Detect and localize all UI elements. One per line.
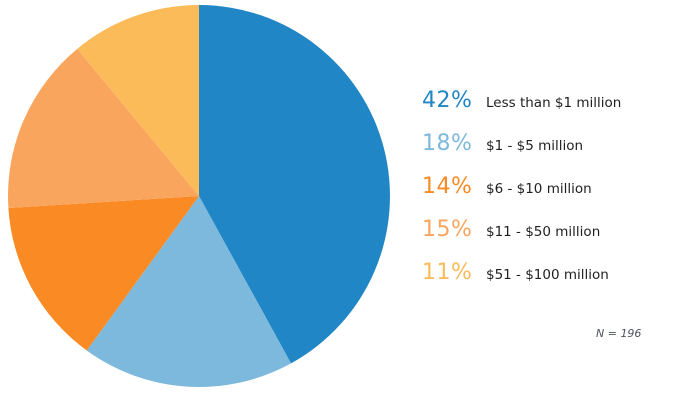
legend-item: 15% $11 - $50 million [422, 217, 672, 243]
legend-label: $11 - $50 million [486, 224, 601, 240]
pie-slice-1 [86, 196, 292, 387]
legend: 42% Less than $1 million 18% $1 - $5 mil… [422, 88, 672, 303]
legend-percent: 14% [422, 174, 473, 199]
legend-label: Less than $1 million [486, 95, 622, 111]
legend-percent: 11% [422, 260, 473, 285]
legend-item: 42% Less than $1 million [422, 88, 672, 114]
legend-item: 18% $1 - $5 million [422, 131, 672, 157]
pie-chart [8, 4, 390, 387]
pie-slice-2 [8, 196, 199, 351]
legend-percent: 15% [422, 217, 473, 242]
legend-percent: 18% [422, 131, 473, 156]
legend-item: 14% $6 - $10 million [422, 174, 672, 200]
pie-slice-4 [77, 4, 199, 196]
legend-label: $1 - $5 million [486, 138, 584, 154]
pie-chart-container [8, 4, 390, 387]
legend-percent: 42% [422, 88, 473, 113]
sample-size-note: N = 196 [596, 327, 642, 340]
legend-item: 11% $51 - $100 million [422, 260, 672, 286]
pie-slice-0 [199, 5, 390, 364]
pie-slice-3 [8, 48, 199, 208]
legend-label: $51 - $100 million [486, 267, 609, 283]
legend-label: $6 - $10 million [486, 181, 592, 197]
